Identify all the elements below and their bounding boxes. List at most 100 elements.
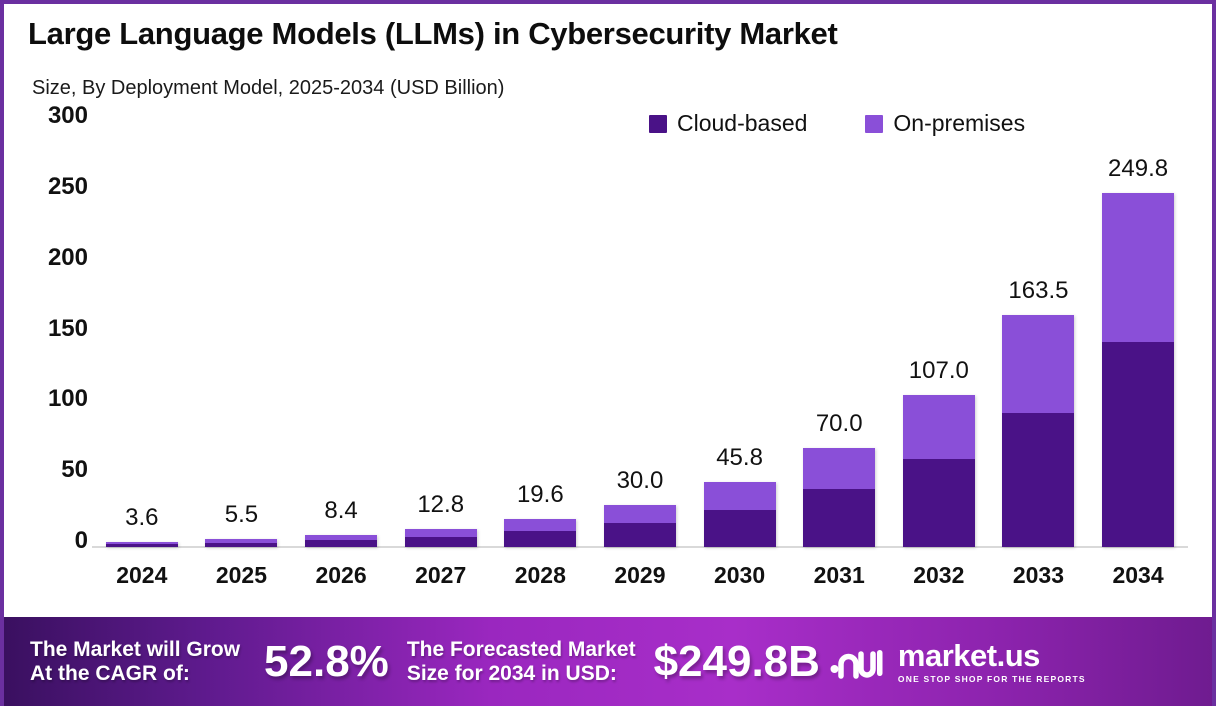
market-us-logo-text: market.us ONE STOP SHOP FOR THE REPORTS: [898, 640, 1086, 684]
bar-segment-on-premises-2030[interactable]: [703, 482, 776, 510]
chart-legend: Cloud-based On-premises: [649, 110, 1025, 137]
x-tick-2029: 2029: [614, 562, 666, 588]
bar-stack-2026[interactable]: [305, 535, 378, 547]
page-title: Large Language Models (LLMs) in Cybersec…: [28, 16, 838, 51]
bar-value-label-2024: 3.6: [125, 503, 159, 531]
bar-segment-cloud-based-2024[interactable]: [105, 544, 178, 547]
bar-value-label-2034: 249.8: [1108, 155, 1169, 183]
bar-stack-2034[interactable]: [1102, 193, 1175, 547]
bar-segment-on-premises-2029[interactable]: [603, 504, 676, 523]
x-tick-2032: 2032: [913, 562, 965, 588]
bar-column-2028[interactable]: 19.6: [491, 122, 589, 547]
x-tick-2024: 2024: [116, 562, 168, 588]
bar-segment-cloud-based-2034[interactable]: [1102, 341, 1175, 547]
bar-value-label-2029: 30.0: [616, 466, 664, 494]
bar-column-2027[interactable]: 12.8: [392, 122, 490, 547]
y-axis-tick-labels: 0 50 100 150 200 250 300: [18, 102, 88, 554]
bar-stack-2033[interactable]: [1002, 315, 1075, 547]
bar-column-2026[interactable]: 8.4: [292, 122, 390, 547]
legend-swatch-on-premises: [865, 114, 884, 133]
x-tick-2028: 2028: [514, 562, 566, 588]
bar-segment-cloud-based-2032[interactable]: [902, 459, 975, 547]
bar-stack-2031[interactable]: [803, 447, 876, 547]
bar-column-2024[interactable]: 3.6: [93, 122, 191, 547]
forecast-size-label-line2: Size for 2034 in USD:: [406, 661, 617, 685]
bar-segment-cloud-based-2031[interactable]: [803, 489, 876, 547]
x-tick-2027: 2027: [415, 562, 467, 588]
bar-segment-on-premises-2027[interactable]: [404, 528, 477, 537]
bar-column-2033[interactable]: 163.5: [989, 122, 1087, 547]
page-subtitle: Size, By Deployment Model, 2025-2034 (US…: [32, 77, 505, 99]
bar-column-2031[interactable]: 70.0: [790, 122, 888, 547]
legend-label-on-premises: On-premises: [893, 110, 1026, 136]
bar-segment-cloud-based-2026[interactable]: [305, 540, 378, 547]
bar-column-2032[interactable]: 107.0: [890, 122, 988, 547]
forecast-size-value: $249.8B: [653, 636, 820, 686]
bar-segment-cloud-based-2025[interactable]: [205, 542, 278, 547]
logo-tagline: ONE STOP SHOP FOR THE REPORTS: [897, 673, 1086, 684]
legend-item-on-premises[interactable]: On-premises: [865, 110, 1025, 137]
cagr-label-line2: At the CAGR of:: [30, 661, 190, 685]
bar-segment-on-premises-2028[interactable]: [504, 519, 577, 532]
bar-column-2034[interactable]: 249.8: [1089, 122, 1187, 547]
forecast-size-label: The Forecasted Market Size for 2034 in U…: [407, 638, 636, 685]
bar-stack-2027[interactable]: [404, 528, 477, 547]
bar-segment-cloud-based-2027[interactable]: [404, 536, 477, 547]
logo-wordmark: market.us: [897, 637, 1040, 673]
bar-column-2025[interactable]: 5.5: [192, 122, 290, 547]
x-tick-2026: 2026: [315, 562, 367, 588]
bar-series-container: 3.6 5.5 8.4 12.8 19.6 30.0 45.8 70.0 107.0 163.5 2…: [92, 122, 1188, 547]
y-tick-100: 100: [47, 385, 88, 413]
bar-value-label-2033: 163.5: [1008, 277, 1069, 305]
bar-stack-2025[interactable]: [205, 539, 278, 547]
forecast-size-label-line1: The Forecasted Market: [406, 637, 636, 661]
x-tick-2033: 2033: [1012, 562, 1065, 588]
bar-stack-2032[interactable]: [902, 395, 975, 547]
bar-stack-2028[interactable]: [504, 519, 577, 547]
bar-stack-2029[interactable]: [603, 504, 676, 547]
bar-segment-cloud-based-2029[interactable]: [603, 522, 676, 547]
bar-segment-cloud-based-2030[interactable]: [703, 509, 776, 547]
y-tick-50: 50: [61, 456, 88, 484]
bar-value-label-2028: 19.6: [516, 481, 564, 509]
cagr-value: 52.8%: [264, 636, 389, 686]
bar-segment-on-premises-2032[interactable]: [902, 395, 975, 460]
cagr-label: The Market will Grow At the CAGR of:: [30, 638, 240, 685]
x-tick-2034: 2034: [1112, 562, 1164, 588]
bar-column-2030[interactable]: 45.8: [691, 122, 789, 547]
y-tick-0: 0: [74, 527, 88, 554]
bar-segment-on-premises-2024[interactable]: [105, 541, 178, 545]
bar-segment-on-premises-2033[interactable]: [1002, 315, 1075, 413]
bar-stack-2030[interactable]: [703, 482, 776, 547]
y-tick-150: 150: [47, 314, 88, 342]
cagr-label-line1: The Market will Grow: [30, 637, 241, 661]
x-tick-2025: 2025: [215, 562, 268, 588]
bar-column-2029[interactable]: 30.0: [591, 122, 689, 547]
footer-banner: The Market will Grow At the CAGR of: 52.…: [4, 617, 1212, 706]
bar-segment-cloud-based-2028[interactable]: [504, 531, 577, 547]
bar-stack-2024[interactable]: [105, 541, 178, 547]
legend-item-cloud-based[interactable]: Cloud-based: [649, 110, 807, 137]
bar-value-label-2030: 45.8: [716, 444, 763, 472]
x-tick-2031: 2031: [813, 562, 865, 588]
y-tick-250: 250: [47, 172, 88, 200]
market-us-logo-mark-icon: [830, 649, 883, 679]
legend-label-cloud-based: Cloud-based: [677, 110, 808, 136]
bar-value-label-2027: 12.8: [417, 490, 465, 518]
bar-segment-cloud-based-2033[interactable]: [1002, 412, 1075, 547]
bar-segment-on-premises-2026[interactable]: [305, 535, 378, 541]
y-tick-200: 200: [47, 243, 88, 271]
bar-value-label-2025: 5.5: [224, 501, 259, 529]
x-tick-2030: 2030: [713, 562, 766, 588]
legend-swatch-cloud-based: [649, 114, 667, 133]
y-tick-300: 300: [47, 102, 88, 129]
bar-value-label-2032: 107.0: [908, 357, 969, 385]
bar-segment-on-premises-2025[interactable]: [205, 539, 278, 543]
bar-value-label-2031: 70.0: [815, 409, 863, 437]
bar-segment-on-premises-2034[interactable]: [1102, 193, 1175, 342]
market-us-logo[interactable]: market.us ONE STOP SHOP FOR THE REPORTS: [830, 640, 1086, 684]
bar-value-label-2026: 8.4: [324, 497, 358, 525]
x-axis-tick-labels: 2024 2025 2026 2027 2028 2029 2030 2031 2032 2033…: [92, 562, 1188, 589]
bar-segment-on-premises-2031[interactable]: [803, 447, 876, 490]
